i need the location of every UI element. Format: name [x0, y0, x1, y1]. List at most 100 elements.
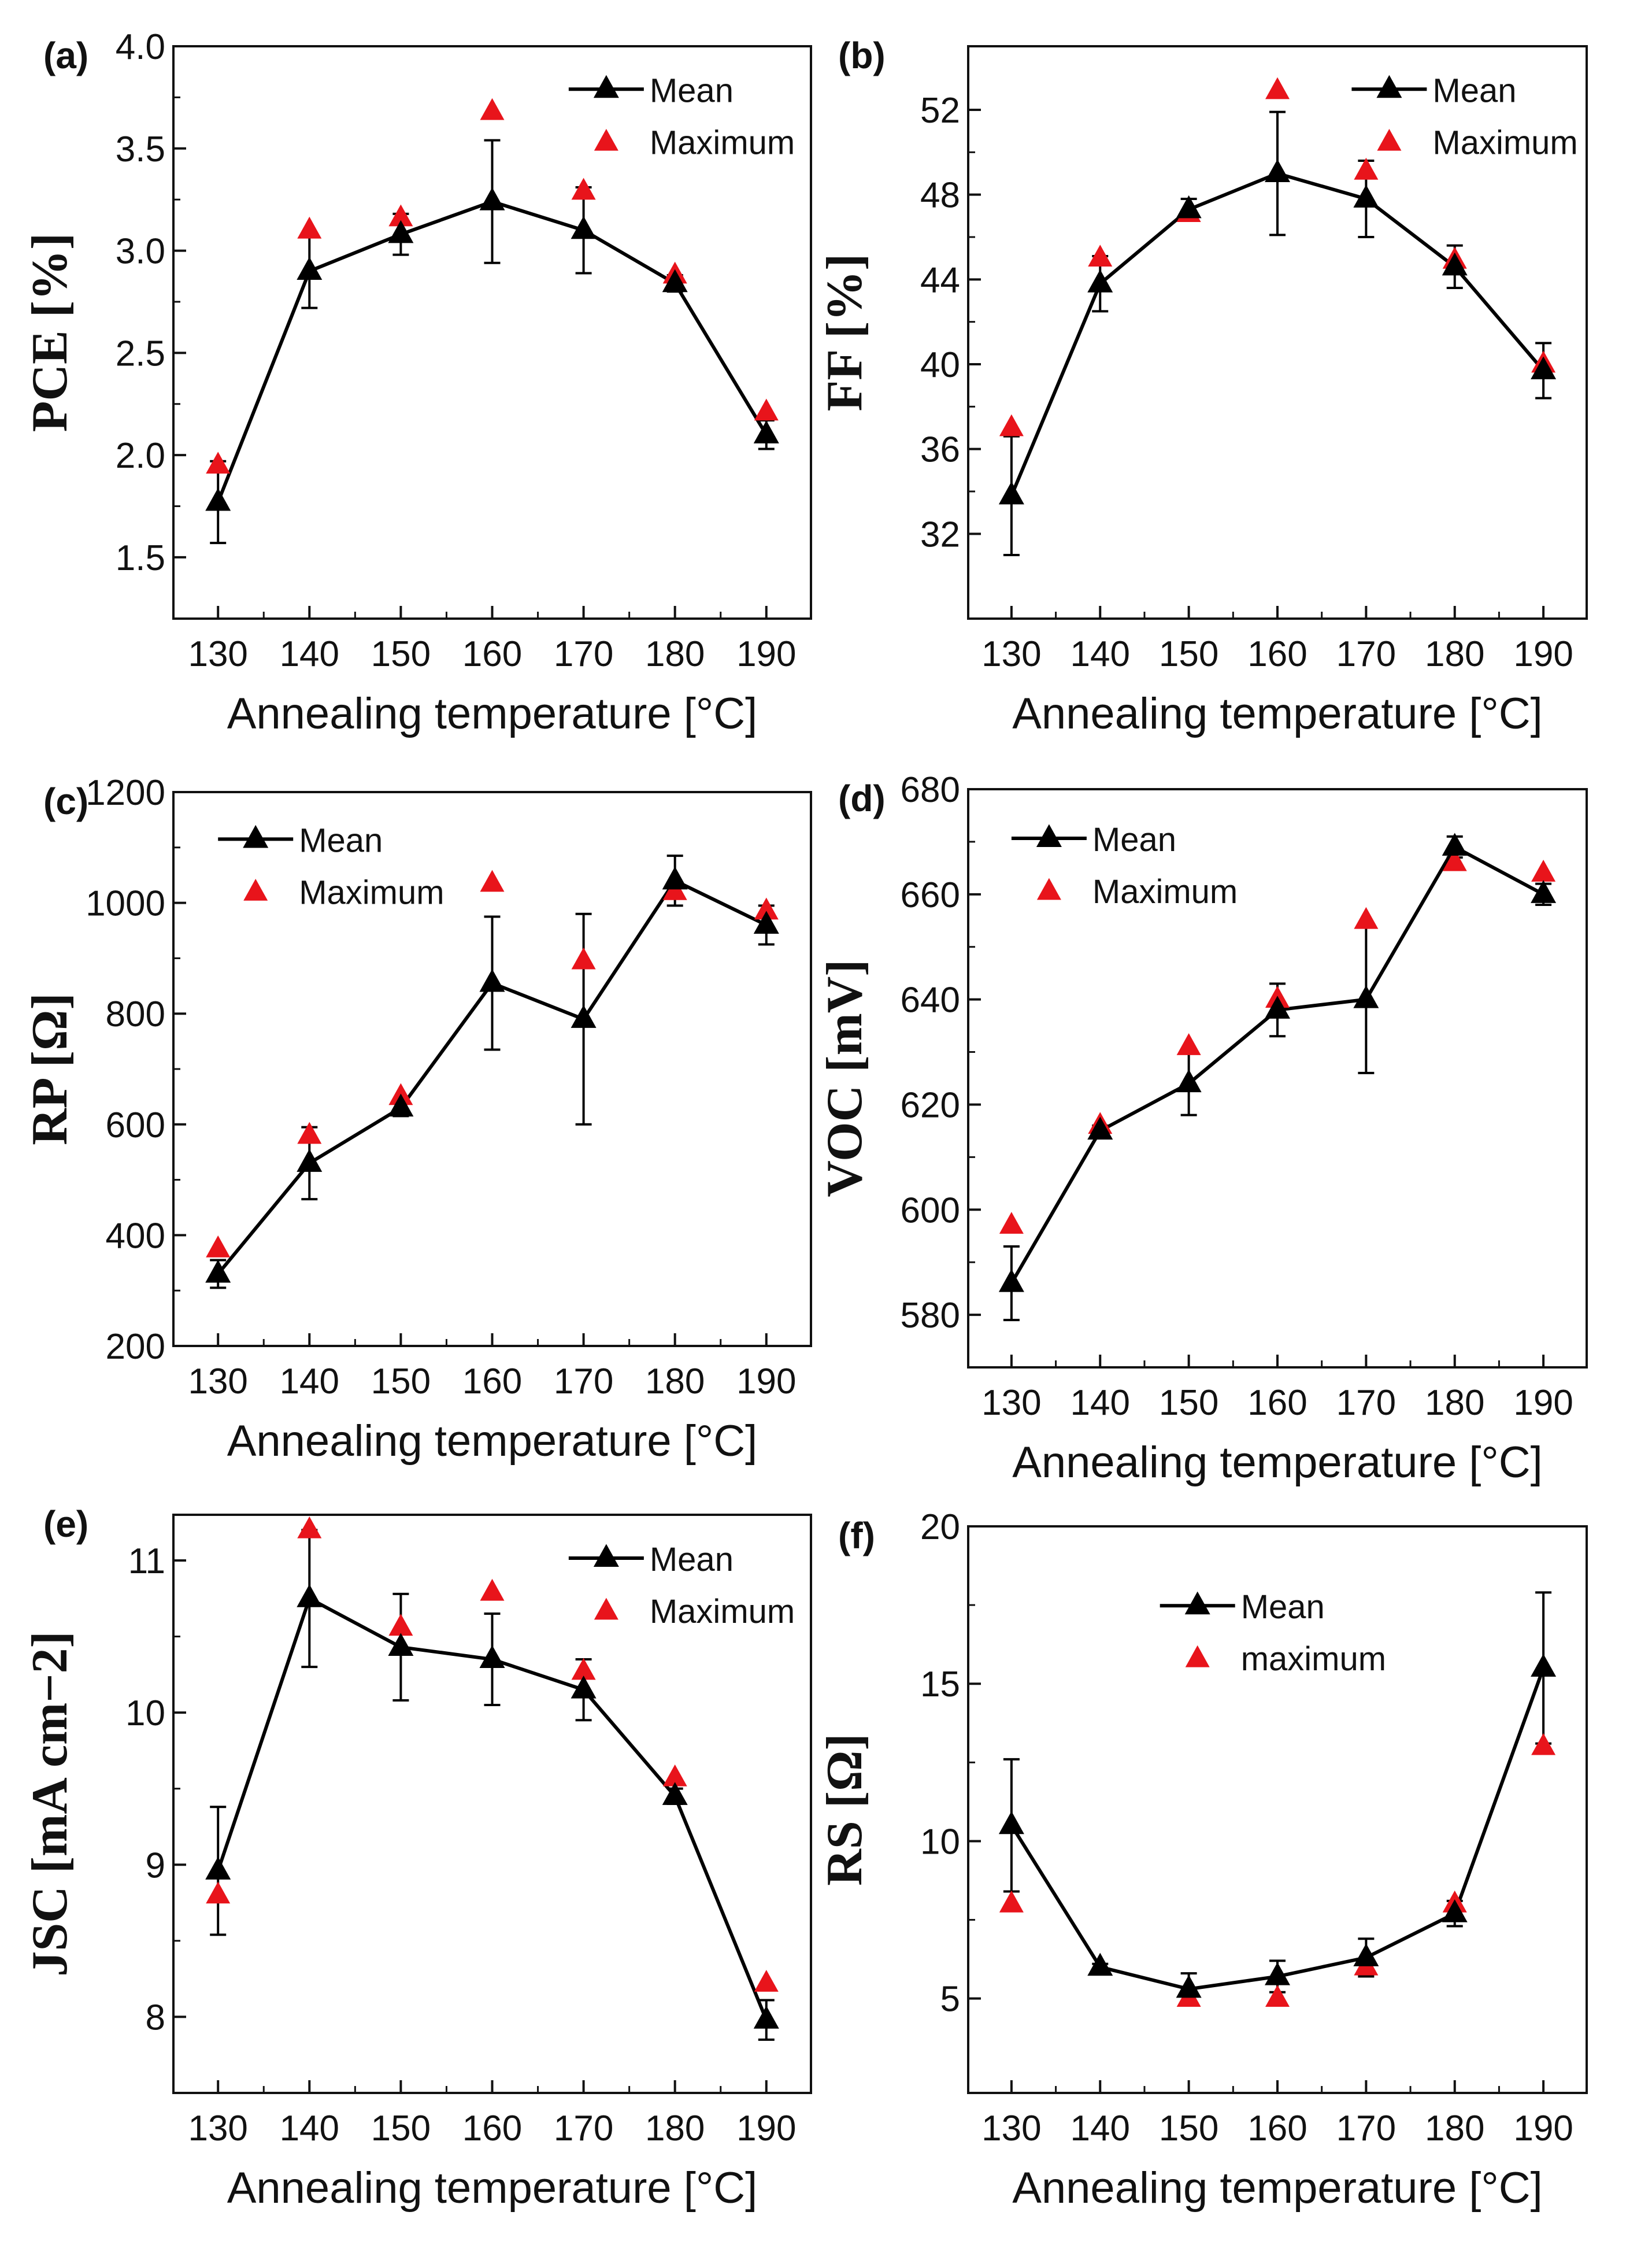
- legend-mean-label: Mean: [650, 1541, 734, 1578]
- mean-point: [1265, 159, 1290, 183]
- x-tick-label: 180: [645, 1362, 705, 1401]
- maximum-point: [297, 1122, 322, 1144]
- y-axis-label: FF [%]: [817, 254, 873, 412]
- x-tick-label: 140: [280, 2109, 339, 2148]
- mean-point: [662, 1782, 688, 1805]
- mean-point: [1353, 184, 1379, 208]
- x-tick-label: 190: [1513, 2109, 1573, 2148]
- y-tick-label: 640: [901, 981, 960, 1020]
- mean-point: [205, 1259, 231, 1283]
- x-axis-label: Annealing temperature [°C]: [227, 2163, 758, 2213]
- mean-point: [1353, 1943, 1379, 1966]
- legend-maximum-label: maximum: [1241, 1640, 1386, 1678]
- legend-maximum-marker: [1185, 1645, 1210, 1667]
- y-tick-label: 10: [920, 1822, 960, 1862]
- x-tick-label: 130: [188, 1362, 247, 1401]
- mean-point: [388, 1633, 414, 1656]
- mean-point: [571, 1005, 597, 1028]
- maximum-point: [1354, 907, 1379, 929]
- legend-maximum-label: Maximum: [650, 124, 795, 161]
- maximum-point: [206, 452, 231, 474]
- mean-point: [571, 1676, 597, 1699]
- maximum-point: [480, 1578, 505, 1601]
- panel-label: (c): [43, 781, 88, 822]
- y-tick-label: 9: [146, 1845, 165, 1885]
- x-tick-label: 150: [371, 1362, 431, 1401]
- legend-mean-label: Mean: [299, 822, 383, 859]
- legend-maximum-marker: [1377, 128, 1402, 151]
- mean-point: [998, 481, 1024, 505]
- y-axis-label: RP [Ω]: [22, 993, 78, 1145]
- legend-maximum-marker: [1036, 878, 1061, 900]
- panel-label: (b): [838, 35, 886, 76]
- x-tick-label: 170: [1336, 2109, 1396, 2148]
- maximum-point: [1265, 1985, 1290, 2007]
- y-tick-label: 11: [128, 1541, 165, 1581]
- mean-point: [479, 187, 505, 210]
- y-tick-label: 600: [106, 1105, 165, 1145]
- panel-label: (e): [43, 1503, 88, 1545]
- x-tick-label: 180: [1425, 1383, 1484, 1423]
- x-tick-label: 140: [1071, 2109, 1130, 2148]
- maximum-point: [1265, 77, 1290, 99]
- x-tick-label: 140: [280, 1362, 339, 1401]
- mean-point: [297, 257, 323, 280]
- x-tick-label: 180: [1425, 2109, 1484, 2148]
- legend-maximum-label: Maximum: [650, 1593, 795, 1630]
- x-tick-label: 190: [1513, 634, 1573, 674]
- mean-point: [1087, 269, 1113, 293]
- x-axis-label: Annealing temperature [°C]: [1012, 689, 1543, 738]
- y-tick-label: 680: [901, 770, 960, 810]
- x-tick-label: 140: [1071, 1383, 1130, 1423]
- mean-point: [571, 216, 597, 239]
- mean-series-line: [1010, 1667, 1545, 1991]
- x-tick-label: 160: [462, 2109, 522, 2148]
- x-tick-label: 170: [554, 1362, 613, 1401]
- legend-maximum-marker: [594, 1597, 618, 1620]
- x-tick-label: 190: [736, 2109, 796, 2148]
- y-tick-label: 200: [106, 1327, 165, 1367]
- x-tick-label: 170: [1336, 1383, 1396, 1423]
- y-tick-label: 5: [940, 1980, 960, 2020]
- mean-series-line: [1010, 844, 1544, 1285]
- maximum-point: [1176, 1033, 1201, 1055]
- y-tick-label: 10: [125, 1693, 165, 1733]
- mean-point: [662, 866, 688, 890]
- mean-point: [1087, 1952, 1113, 1976]
- mean-point: [479, 968, 505, 992]
- y-tick-label: 660: [901, 875, 960, 915]
- x-axis-label: Annealing temperature [°C]: [1012, 2163, 1543, 2213]
- mean-point: [1531, 356, 1557, 380]
- legend-mean-label: Mean: [650, 72, 734, 109]
- x-tick-label: 170: [554, 634, 613, 674]
- panel-c: 200 400 600 800 1000 1200 130 140 150 160 170 180 19…: [22, 773, 812, 1466]
- x-tick-label: 140: [280, 634, 339, 674]
- legend-maximum-label: Maximum: [1432, 124, 1577, 161]
- mean-point: [388, 220, 414, 243]
- x-tick-label: 190: [736, 1362, 796, 1401]
- y-tick-label: 1.5: [116, 538, 165, 578]
- maximum-point: [1442, 849, 1467, 871]
- x-axis-label: Annealing temperature [°C]: [227, 689, 758, 738]
- mean-point: [662, 269, 688, 293]
- maximum-point: [754, 1970, 779, 1992]
- y-tick-label: 580: [901, 1296, 960, 1336]
- maximum-point: [999, 1890, 1024, 1913]
- y-tick-label: 1000: [86, 884, 165, 924]
- maximum-point: [999, 1212, 1024, 1234]
- x-tick-label: 160: [462, 634, 522, 674]
- maximum-point: [388, 1614, 413, 1636]
- maximum-point: [480, 98, 505, 120]
- y-tick-label: 1200: [86, 773, 165, 813]
- maximum-point: [297, 1516, 322, 1538]
- mean-point: [753, 2006, 779, 2029]
- mean-point: [1176, 1069, 1202, 1093]
- x-tick-label: 180: [1425, 634, 1484, 674]
- y-tick-label: 40: [920, 345, 960, 385]
- x-tick-label: 160: [462, 1362, 522, 1401]
- y-tick-label: 48: [920, 176, 960, 216]
- x-tick-label: 130: [188, 2109, 247, 2148]
- maximum-point: [1088, 245, 1113, 267]
- legend-mean-marker: [1184, 1591, 1210, 1615]
- x-tick-label: 150: [371, 634, 431, 674]
